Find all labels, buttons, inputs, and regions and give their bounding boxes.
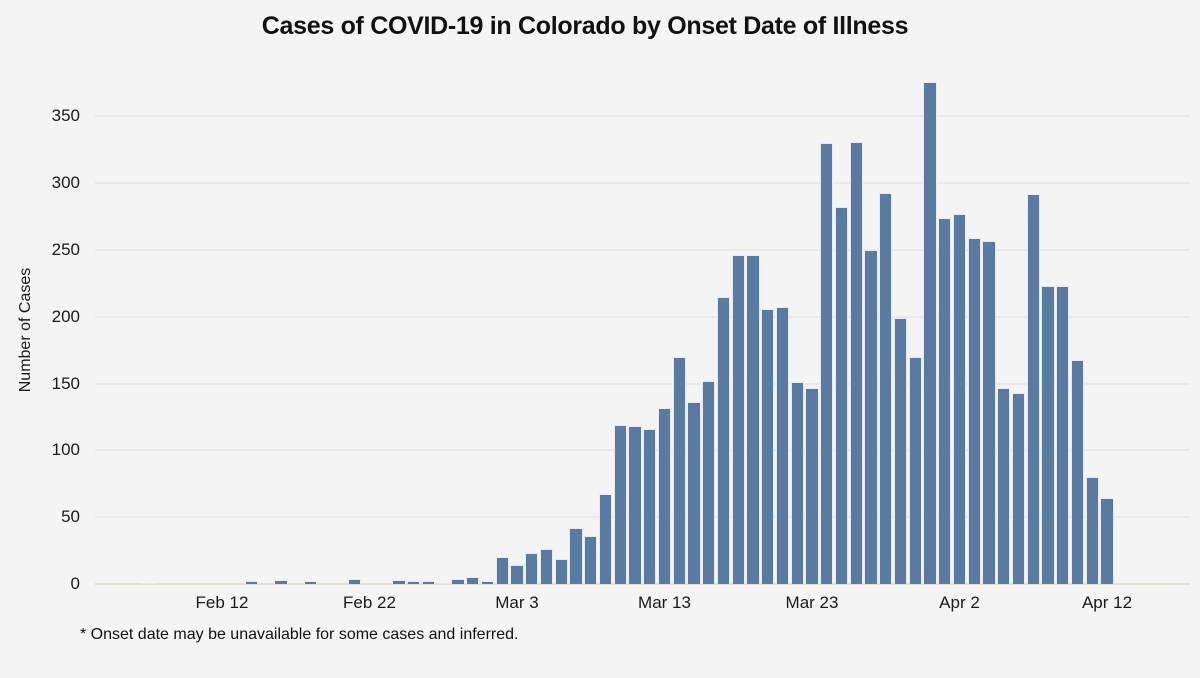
bar bbox=[510, 565, 524, 584]
bar bbox=[716, 296, 731, 584]
gridline bbox=[95, 516, 1190, 519]
bar bbox=[495, 557, 509, 584]
gridline bbox=[95, 449, 1190, 452]
bar bbox=[525, 553, 539, 584]
bar bbox=[849, 141, 863, 584]
bar bbox=[790, 382, 804, 584]
bar bbox=[982, 240, 996, 584]
y-tick-label: 300 bbox=[51, 173, 80, 193]
y-tick-label: 350 bbox=[51, 106, 80, 126]
gridline bbox=[95, 182, 1190, 185]
y-tick-label: 200 bbox=[51, 306, 80, 326]
bar bbox=[952, 213, 967, 584]
bar bbox=[1070, 359, 1085, 584]
y-tick-label: 0 bbox=[70, 574, 80, 593]
x-tick-label: Feb 12 bbox=[195, 593, 249, 612]
bar bbox=[1041, 286, 1055, 584]
gridline bbox=[95, 249, 1190, 251]
gridline bbox=[95, 115, 1190, 118]
bar bbox=[761, 308, 775, 584]
x-tick-label: Apr 12 bbox=[1081, 593, 1133, 612]
bar bbox=[805, 387, 819, 584]
x-tick-label: Mar 23 bbox=[785, 593, 839, 612]
y-tick-label: 150 bbox=[51, 373, 80, 393]
gridline bbox=[95, 382, 1190, 385]
bar bbox=[997, 387, 1011, 584]
bar bbox=[392, 579, 406, 584]
bar bbox=[746, 255, 760, 584]
bar bbox=[244, 581, 259, 584]
bar bbox=[672, 356, 686, 584]
bar bbox=[539, 549, 554, 584]
gridline bbox=[95, 583, 1190, 585]
bar bbox=[1100, 498, 1114, 584]
bar bbox=[731, 255, 745, 584]
bar bbox=[879, 192, 893, 584]
bar bbox=[702, 380, 716, 584]
bar bbox=[141, 582, 155, 584]
bar bbox=[657, 407, 672, 584]
bar bbox=[643, 429, 657, 584]
bar bbox=[598, 494, 613, 584]
bar bbox=[451, 578, 465, 584]
y-tick-label: 100 bbox=[51, 440, 80, 460]
bar bbox=[569, 527, 583, 584]
bar bbox=[908, 356, 922, 584]
x-tick-label: Mar 13 bbox=[638, 593, 691, 612]
bar bbox=[613, 425, 627, 584]
bar bbox=[834, 207, 849, 584]
bar bbox=[628, 426, 642, 584]
bar bbox=[274, 579, 288, 584]
bar bbox=[893, 318, 908, 584]
gridline bbox=[95, 315, 1190, 318]
footnote: * Onset date may be unavailable for some… bbox=[80, 626, 519, 643]
bar bbox=[421, 581, 436, 584]
y-tick-label: 50 bbox=[61, 507, 80, 527]
bar bbox=[775, 307, 790, 584]
y-tick-label: 250 bbox=[51, 240, 80, 259]
bar bbox=[923, 81, 937, 584]
bar bbox=[1085, 477, 1099, 584]
bar bbox=[554, 558, 568, 584]
x-tick-label: Mar 3 bbox=[495, 593, 539, 612]
bar bbox=[436, 582, 450, 584]
x-tick-label: Apr 2 bbox=[939, 593, 980, 612]
bar bbox=[480, 581, 495, 584]
x-tick-label: Feb 22 bbox=[343, 593, 396, 612]
bar bbox=[687, 402, 701, 584]
bar bbox=[1056, 286, 1070, 584]
bar bbox=[820, 143, 834, 584]
bar bbox=[466, 577, 480, 584]
bar bbox=[303, 581, 318, 584]
bar bbox=[407, 581, 421, 584]
chart-title: Cases of COVID-19 in Colorado by Onset D… bbox=[261, 12, 909, 40]
bar bbox=[348, 578, 362, 584]
bar bbox=[938, 217, 952, 584]
bar bbox=[967, 237, 981, 584]
bar bbox=[1026, 193, 1040, 584]
bar bbox=[864, 250, 878, 584]
bar bbox=[584, 535, 598, 584]
bar bbox=[1011, 392, 1026, 584]
